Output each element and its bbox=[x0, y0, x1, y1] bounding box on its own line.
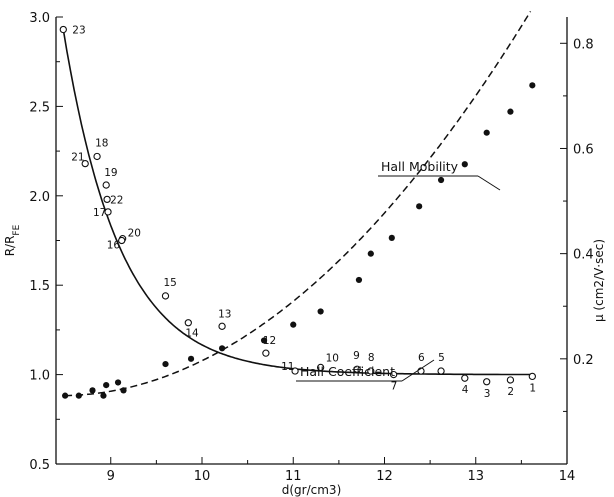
hall-coefficient-point bbox=[506, 376, 515, 384]
y-left-tick-label: 2.0 bbox=[29, 190, 50, 205]
point-label: 2 bbox=[507, 386, 514, 398]
hall-coefficient-curve bbox=[62, 29, 531, 376]
y-left-tick-label: 1.0 bbox=[29, 369, 50, 384]
hall-coefficient-point bbox=[389, 370, 398, 379]
hall-mobility-curve bbox=[65, 11, 532, 397]
hall-mobility-leader bbox=[477, 175, 501, 191]
hall-mobility-point bbox=[218, 345, 226, 352]
hall-mobility-point bbox=[75, 392, 82, 399]
point-label: 17 bbox=[93, 207, 106, 219]
hall-coefficient-point bbox=[102, 181, 110, 189]
point-label: 8 bbox=[368, 352, 375, 364]
hall-coefficient-point bbox=[353, 365, 361, 373]
point-label: 4 bbox=[462, 384, 469, 396]
x-tick-label: 12 bbox=[376, 469, 393, 484]
hall-coefficient-point bbox=[118, 236, 126, 245]
y-left-axis-title-subscript: FE bbox=[12, 224, 22, 235]
hall-coefficient-point bbox=[218, 322, 226, 330]
x-tick-label: 14 bbox=[559, 469, 576, 484]
hall-mobility-point bbox=[483, 129, 490, 136]
point-label: 15 bbox=[164, 277, 177, 289]
point-label: 16 bbox=[107, 240, 121, 252]
hall-mobility-point bbox=[62, 392, 69, 399]
hall-coefficient-point bbox=[528, 372, 536, 381]
hall-coefficient-point bbox=[103, 195, 111, 204]
point-label: 14 bbox=[185, 328, 199, 340]
hall-mobility-point bbox=[103, 382, 110, 389]
point-label: 18 bbox=[95, 137, 108, 149]
hall-coefficient-point bbox=[161, 292, 170, 300]
x-tick-label: 10 bbox=[194, 469, 211, 484]
y-left-axis-title: R/RFE bbox=[3, 224, 22, 256]
hall-coefficient-point bbox=[461, 374, 469, 382]
hall-mobility-point bbox=[114, 379, 122, 386]
point-label: 7 bbox=[391, 381, 398, 393]
hall-mobility-point bbox=[162, 360, 169, 368]
point-label: 21 bbox=[71, 152, 84, 164]
y-right-tick-label: 0.8 bbox=[573, 37, 594, 52]
y-right-axis-title: μ (cm2/V·sec) bbox=[592, 239, 606, 322]
hall-mobility-point bbox=[388, 234, 395, 241]
hall-mobility-label: Hall Mobility bbox=[381, 159, 459, 174]
point-label: 12 bbox=[263, 335, 276, 347]
hall-coefficient-point bbox=[291, 367, 299, 375]
point-label: 22 bbox=[110, 194, 123, 206]
y-left-tick-label: 1.5 bbox=[29, 279, 50, 294]
y-right-tick-label: 0.2 bbox=[573, 353, 594, 368]
hall-coefficient-leader bbox=[401, 359, 435, 382]
hall-coefficient-point bbox=[367, 367, 375, 375]
hall-mobility-point bbox=[260, 337, 268, 344]
curves bbox=[62, 11, 532, 397]
hall-mobility-point bbox=[100, 392, 107, 399]
point-label: 1 bbox=[529, 382, 536, 394]
y-right-tick-label: 0.6 bbox=[573, 142, 594, 157]
point-label: 5 bbox=[438, 352, 445, 364]
hall-mobility-point bbox=[187, 355, 195, 362]
x-axis-title: d(gr/cm3) bbox=[282, 483, 342, 497]
hall-mobility-point bbox=[317, 308, 324, 315]
hall-mobility-point bbox=[529, 82, 536, 89]
hall-mobility-point bbox=[290, 321, 297, 328]
hall-mobility-point bbox=[507, 108, 514, 115]
hall-mobility-point bbox=[416, 203, 423, 210]
point-label: 3 bbox=[484, 388, 491, 400]
point-label: 13 bbox=[218, 308, 231, 320]
hall-coefficient-point bbox=[437, 367, 445, 375]
point-label: 19 bbox=[104, 167, 117, 179]
y-right-tick-label: 0.4 bbox=[573, 248, 594, 263]
point-label: 20 bbox=[128, 228, 141, 240]
hall-mobility-point bbox=[89, 387, 96, 394]
y-left-tick-label: 3.0 bbox=[29, 11, 50, 26]
hall-mobility-point bbox=[437, 176, 445, 184]
hall-coefficient-point bbox=[483, 378, 491, 386]
point-label: 11 bbox=[281, 361, 294, 373]
point-label: 10 bbox=[326, 352, 339, 364]
hall-mobility-point bbox=[355, 276, 363, 284]
markers bbox=[59, 25, 536, 399]
hall-coefficient-point bbox=[59, 25, 67, 34]
y-left-tick-label: 2.5 bbox=[29, 100, 50, 115]
x-tick-label: 13 bbox=[467, 469, 484, 484]
hall-coefficient-point bbox=[184, 319, 192, 327]
x-tick-label: 11 bbox=[285, 469, 302, 484]
hall-coefficient-label: Hall Coefficient bbox=[300, 364, 395, 379]
hall-mobility-point bbox=[120, 387, 127, 394]
point-label: 23 bbox=[72, 25, 85, 37]
hall-mobility-point bbox=[367, 250, 374, 257]
axes: 9 10 11 12 13 140.51.01.52.02.53.00.20.40.60.… bbox=[3, 11, 606, 497]
hall-coefficient-point bbox=[104, 208, 112, 216]
hall-coefficient-point bbox=[93, 152, 101, 161]
hall-coefficient-point bbox=[81, 159, 89, 168]
point-label: 6 bbox=[418, 352, 425, 364]
hall-coefficient-point bbox=[316, 363, 325, 372]
x-tick-label: 9 bbox=[107, 469, 115, 484]
point-label: 9 bbox=[353, 350, 360, 362]
y-left-tick-label: 0.5 bbox=[29, 458, 50, 473]
hall-mobility-point bbox=[461, 161, 468, 168]
hall-coefficient-point bbox=[262, 349, 270, 357]
